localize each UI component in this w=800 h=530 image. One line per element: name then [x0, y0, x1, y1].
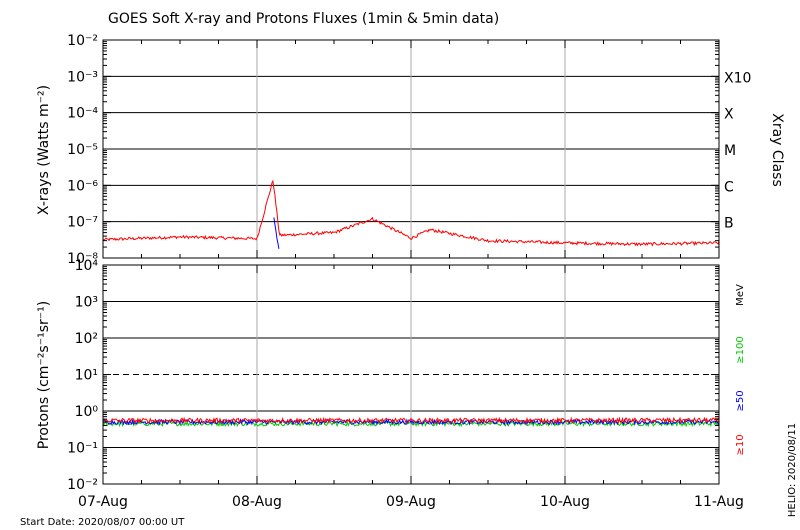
xray-axes: 10⁻⁸ 10⁻⁷ 10⁻⁶ 10⁻⁵ 10⁻⁴ 10⁻³ 10⁻²: [67, 33, 720, 267]
legend-entry: ≥10: [735, 434, 746, 455]
proton-series: [102, 416, 720, 428]
y-tick-label: 10³: [75, 295, 98, 311]
y-tick-label: 10⁻⁴: [67, 106, 98, 122]
x-tick-label: 07-Aug: [78, 494, 128, 510]
y-tick-label: 10⁻⁶: [67, 178, 98, 194]
xray-series: [102, 179, 720, 249]
y-tick-label: 10⁻⁷: [67, 215, 98, 231]
proton-axes: 10⁻² 10⁻¹ 10⁰ 10¹ 10² 10³ 10⁴: [67, 258, 720, 493]
y-tick-label: 10⁻²: [67, 33, 98, 49]
y-tick-label: 10⁻⁸: [67, 251, 98, 267]
y-tick-label: 10⁴: [75, 258, 99, 274]
xray-series-line: [102, 179, 720, 247]
xray-class-label: B: [724, 216, 734, 232]
xray-grid: [103, 40, 719, 258]
xray-class-label: X: [724, 107, 734, 123]
y-tick-label: 10⁻⁵: [67, 142, 98, 158]
xray-class-label: C: [724, 179, 734, 195]
xray-class-label: X10: [724, 70, 751, 86]
chart-title: GOES Soft X-ray and Protons Fluxes (1min…: [108, 11, 499, 27]
xray-y-axis-label: X-rays (Watts m⁻²): [36, 85, 52, 215]
y-tick-label: 10¹: [75, 368, 98, 384]
proton-grid: [103, 265, 719, 484]
xray-series-line: [273, 217, 280, 249]
xray-class-axis-label: Xray Class: [769, 113, 785, 187]
credit-label: HELIO: 2020/08/11: [787, 423, 798, 517]
x-tick-label: 08-Aug: [232, 494, 282, 510]
legend-entry: ≥100: [735, 336, 746, 363]
x-tick-label: 09-Aug: [386, 494, 436, 510]
xray-class-label: M: [724, 143, 736, 159]
y-tick-label: 10²: [75, 331, 98, 347]
legend-entry: ≥50: [735, 390, 746, 411]
y-tick-label: 10⁰: [75, 404, 99, 420]
x-tick-label: 10-Aug: [540, 494, 590, 510]
y-tick-label: 10⁻²: [67, 477, 98, 493]
proton-series-line: [102, 416, 720, 425]
chart-labels: 07-Aug 08-Aug 09-Aug 10-Aug 11-Aug B C M X X10 X-r…: [20, 70, 798, 528]
start-date-label: Start Date: 2020/08/07 00:00 UT: [20, 517, 185, 528]
y-tick-label: 10⁻³: [67, 69, 98, 85]
y-tick-label: 10⁻¹: [67, 441, 98, 457]
proton-y-axis-label: Protons (cm⁻²s⁻¹sr⁻¹): [36, 301, 52, 450]
energy-unit-label: MeV: [735, 284, 746, 306]
x-tick-label: 11-Aug: [694, 494, 744, 510]
